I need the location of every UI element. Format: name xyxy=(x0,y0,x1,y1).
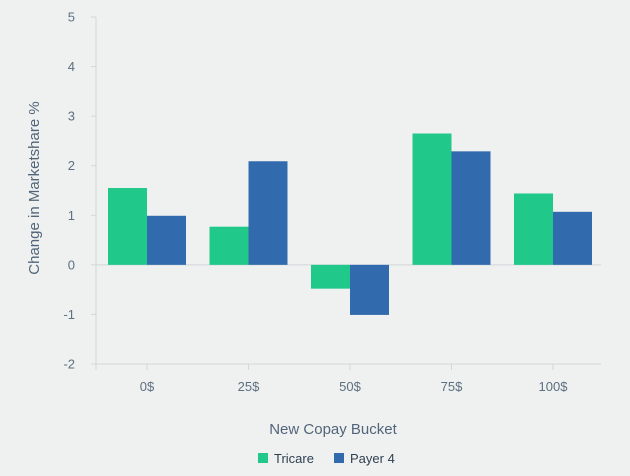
x-tick-label: 25$ xyxy=(238,379,260,394)
y-tick-label: 0 xyxy=(68,257,75,272)
legend-label: Payer 4 xyxy=(350,451,395,466)
bar-payer-4[interactable] xyxy=(147,215,186,265)
legend-item-tricare[interactable]: Tricare xyxy=(258,451,314,466)
legend-swatch xyxy=(258,453,268,463)
y-tick-label: 1 xyxy=(68,208,75,223)
y-tick-label: 2 xyxy=(68,158,75,173)
legend-swatch xyxy=(334,453,344,463)
x-tick-label: 50$ xyxy=(339,379,361,394)
y-tick-label: 3 xyxy=(68,109,75,124)
x-axis-title: New Copay Bucket xyxy=(269,421,397,438)
y-axis-title: Change in Marketshare % xyxy=(26,101,43,274)
bar-tricare[interactable] xyxy=(108,188,147,265)
legend-item-payer-4[interactable]: Payer 4 xyxy=(334,451,395,466)
legend: Tricare Payer 4 xyxy=(258,451,395,466)
y-tick-label: 4 xyxy=(68,59,75,74)
bar-payer-4[interactable] xyxy=(248,161,288,265)
bar-payer-4[interactable] xyxy=(451,151,491,265)
x-tick-label: 75$ xyxy=(441,379,463,394)
bar-tricare[interactable] xyxy=(209,226,249,265)
bars xyxy=(108,133,592,315)
bar-payer-4[interactable] xyxy=(350,264,389,315)
x-tick-label: 100$ xyxy=(539,379,569,394)
y-tick-label: 5 xyxy=(68,10,75,25)
bar-tricare[interactable] xyxy=(514,193,553,265)
bar-tricare[interactable] xyxy=(311,264,350,289)
y-tick-label: -2 xyxy=(63,357,75,372)
x-tick-label: 0$ xyxy=(140,379,155,394)
bar-payer-4[interactable] xyxy=(553,211,592,265)
bar-tricare[interactable] xyxy=(412,133,452,265)
y-axis: -2 -1 0 1 2 3 4 5 xyxy=(63,10,97,372)
legend-label: Tricare xyxy=(274,451,314,466)
y-tick-label: -1 xyxy=(63,307,75,322)
